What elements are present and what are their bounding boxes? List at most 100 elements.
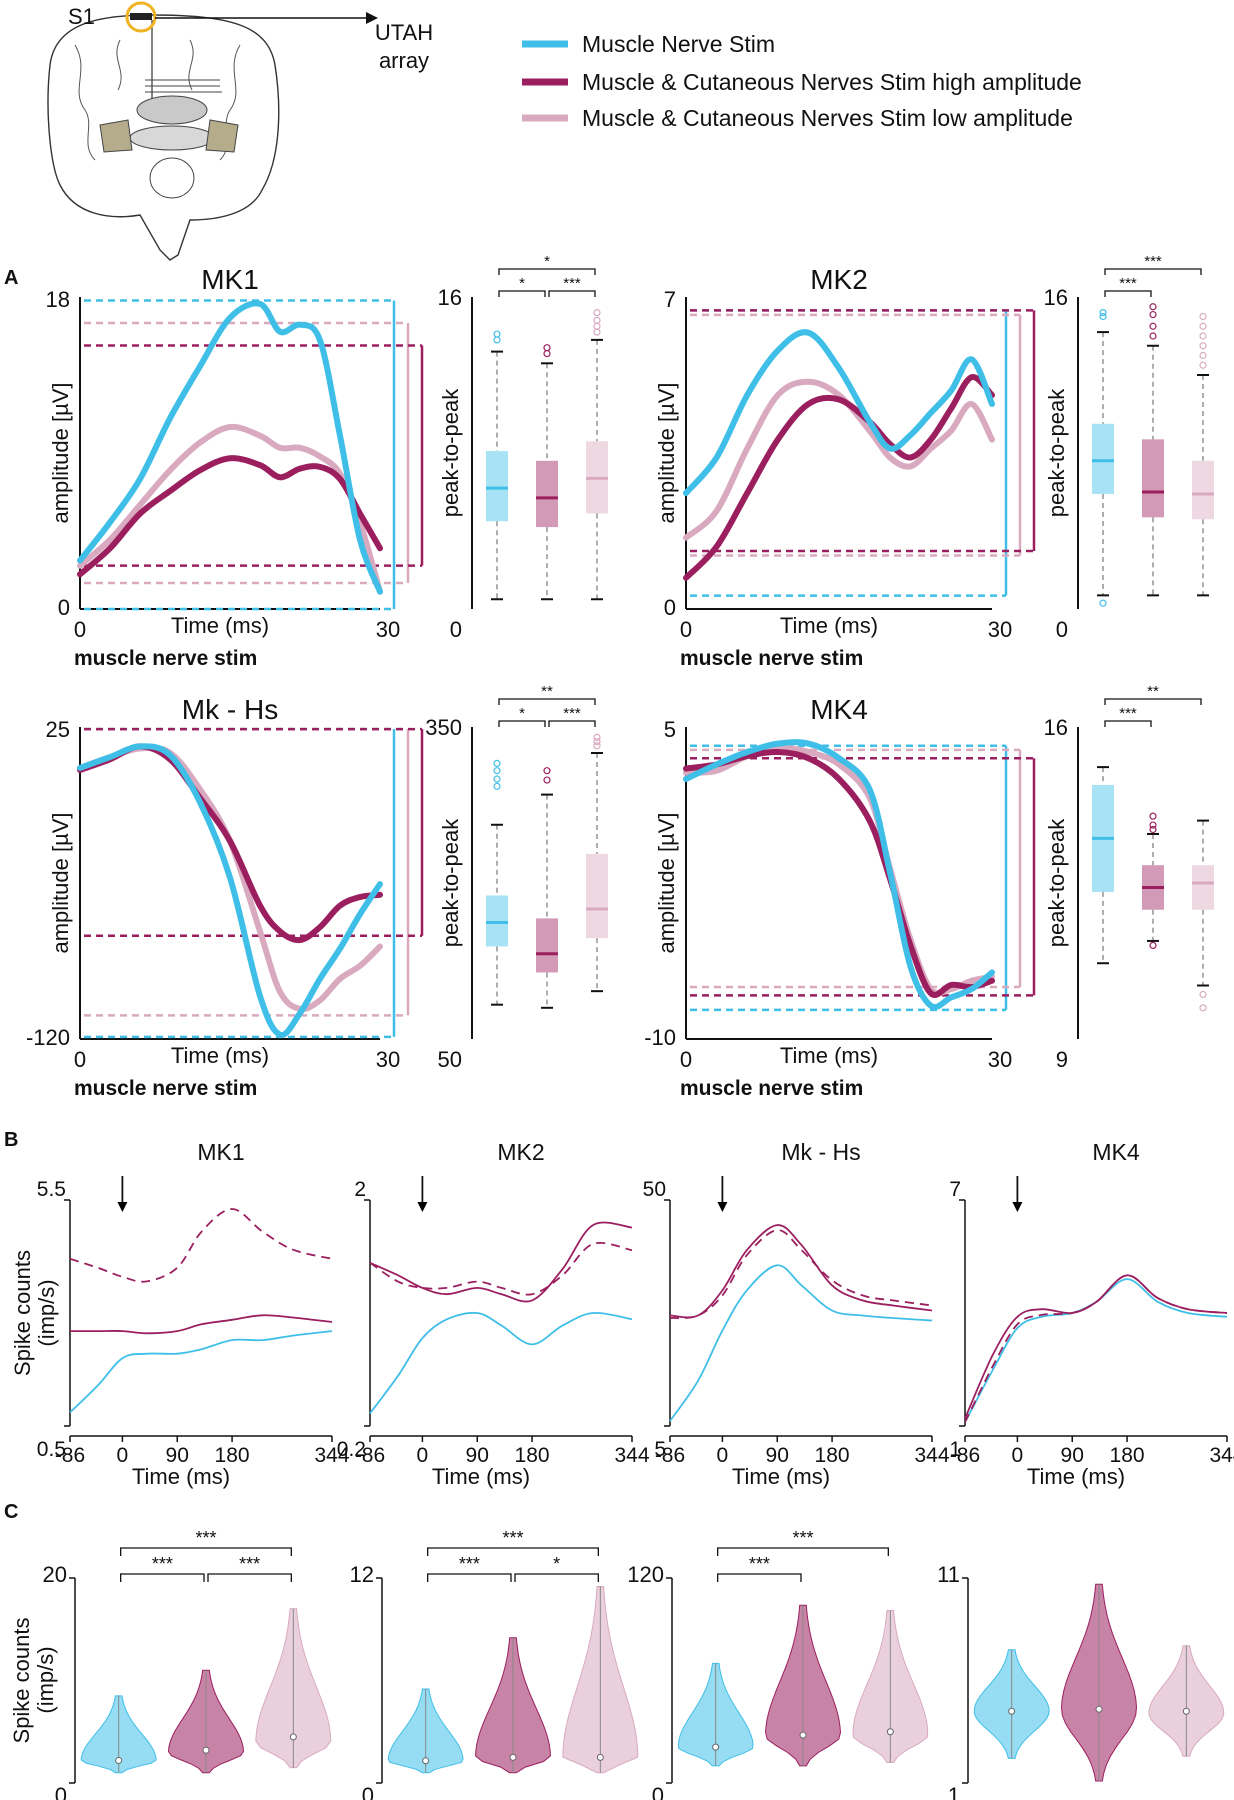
x-tick-label: 30 bbox=[988, 617, 1012, 642]
panel-letter-b: B bbox=[4, 1129, 18, 1151]
y-tick-label: 16 bbox=[1044, 285, 1068, 310]
x-axis-label: Time (ms) bbox=[132, 1464, 230, 1489]
significance-label: *** bbox=[459, 1554, 480, 1574]
legend-label-low: Muscle & Cutaneous Nerves Stim low ampli… bbox=[582, 105, 1073, 131]
box-outlier bbox=[593, 733, 601, 742]
x-axis-label: Time (ms) bbox=[432, 1464, 530, 1489]
y-tick-label: 7 bbox=[949, 1178, 961, 1201]
box-outlier bbox=[593, 316, 601, 324]
violin-median bbox=[289, 1733, 297, 1741]
significance-bracket bbox=[498, 290, 546, 297]
significance-bracket bbox=[427, 1573, 512, 1582]
significance-label: ** bbox=[1147, 683, 1159, 700]
y-axis-label: Spike counts bbox=[9, 1618, 34, 1744]
box-outlier bbox=[593, 309, 601, 317]
trace-title: MK4 bbox=[810, 694, 868, 725]
x-axis-label: Time (ms) bbox=[171, 613, 269, 638]
violin-median bbox=[799, 1731, 807, 1739]
box-outlier bbox=[493, 767, 501, 775]
box-outlier bbox=[493, 782, 501, 790]
trace-mc_low bbox=[683, 378, 995, 541]
trace-mc_low bbox=[77, 423, 383, 595]
significance-label: *** bbox=[1119, 275, 1137, 292]
stim-arrow-head bbox=[1012, 1202, 1023, 1212]
box-outlier bbox=[1149, 812, 1157, 820]
y-axis-label: amplitude [µV] bbox=[48, 812, 73, 953]
panel-letter-c: C bbox=[4, 1501, 18, 1523]
y-axis-label: peak-to-peak bbox=[1044, 818, 1069, 947]
array-label-2: array bbox=[379, 48, 429, 73]
significance-label: *** bbox=[749, 1554, 770, 1574]
x-tick-label: 0 bbox=[417, 1444, 429, 1467]
muscle-nerve-stim-note: muscle nerve stim bbox=[680, 1077, 863, 1100]
box-outlier bbox=[1099, 309, 1107, 317]
significance-bracket bbox=[498, 720, 546, 727]
box-outlier bbox=[543, 767, 551, 775]
x-tick-label: -86 bbox=[655, 1444, 685, 1467]
violin-median bbox=[422, 1757, 430, 1765]
y-tick-label: 9 bbox=[1056, 1047, 1068, 1072]
x-tick-label: -86 bbox=[355, 1444, 385, 1467]
psth-title: MK1 bbox=[197, 1139, 244, 1165]
y-tick-label: 50 bbox=[438, 1047, 462, 1072]
psth-line-muscle bbox=[964, 1278, 1228, 1423]
violin-median bbox=[115, 1756, 123, 1764]
array-label-1: UTAH bbox=[375, 20, 433, 45]
trace-title: MK1 bbox=[201, 264, 259, 295]
x-tick-label: -86 bbox=[950, 1444, 980, 1467]
significance-bracket bbox=[717, 1547, 889, 1556]
psth-line-mc_high bbox=[369, 1221, 633, 1303]
y-axis-label: amplitude [µV] bbox=[48, 382, 73, 523]
y-tick-label: 0.5 bbox=[37, 1438, 66, 1461]
box-outlier bbox=[1149, 310, 1157, 319]
psth-line-muscle bbox=[669, 1264, 933, 1422]
significance-label: *** bbox=[152, 1554, 173, 1574]
box-outlier bbox=[593, 737, 601, 746]
y-tick-label: 350 bbox=[425, 715, 462, 740]
x-tick-label: 0 bbox=[74, 617, 86, 642]
x-tick-label: -86 bbox=[55, 1444, 85, 1467]
box-outlier bbox=[493, 759, 501, 768]
stim-arrow-head bbox=[117, 1202, 128, 1212]
box-outlier bbox=[593, 328, 601, 336]
box-outlier bbox=[1199, 1004, 1207, 1012]
y-tick-label: 0.2 bbox=[337, 1438, 366, 1461]
significance-label: * bbox=[519, 705, 525, 722]
psth-line-mc_high-dashed bbox=[964, 1274, 1228, 1423]
x-tick-label: 90 bbox=[1061, 1444, 1084, 1467]
y-tick-label: 12 bbox=[350, 1562, 374, 1587]
y-tick-label: 20 bbox=[43, 1562, 67, 1587]
panel-letter-a: A bbox=[4, 267, 18, 289]
box-outlier bbox=[543, 776, 551, 784]
box-outlier bbox=[1199, 332, 1207, 340]
x-axis-label: Time (ms) bbox=[780, 1043, 878, 1068]
s1-label: S1 bbox=[68, 4, 95, 29]
y-tick-label: 18 bbox=[46, 287, 70, 312]
box-body bbox=[586, 853, 608, 939]
x-axis-label: Time (ms) bbox=[780, 613, 878, 638]
box-body bbox=[486, 895, 508, 947]
y-tick-label: 120 bbox=[627, 1562, 664, 1587]
x-tick-label: 0 bbox=[680, 1047, 692, 1072]
trace-muscle bbox=[683, 739, 995, 1010]
significance-label: ** bbox=[541, 683, 553, 700]
charts-layer: MK1 18 0 0 30 Time (ms) amplitude [µV] muscle n… bbox=[9, 253, 1234, 1800]
box-outlier bbox=[1199, 342, 1207, 350]
x-tick-label: 0 bbox=[717, 1444, 729, 1467]
y-tick-label: 0 bbox=[362, 1783, 374, 1800]
muscle-nerve-stim-note: muscle nerve stim bbox=[680, 647, 863, 670]
y-tick-label: 11 bbox=[937, 1562, 960, 1587]
y-tick-label: 0 bbox=[1056, 617, 1068, 642]
significance-bracket bbox=[120, 1573, 205, 1582]
x-tick-label: 30 bbox=[376, 617, 400, 642]
box-body bbox=[486, 451, 508, 522]
y-tick-label: 2 bbox=[354, 1178, 366, 1201]
y-tick-label: 5 bbox=[654, 1438, 666, 1461]
significance-bracket bbox=[498, 698, 596, 705]
violin-median bbox=[1182, 1707, 1190, 1715]
box-outlier bbox=[1199, 351, 1207, 360]
y-tick-label: -120 bbox=[26, 1025, 70, 1050]
box-outlier bbox=[1099, 312, 1107, 321]
violin-median bbox=[886, 1728, 894, 1736]
